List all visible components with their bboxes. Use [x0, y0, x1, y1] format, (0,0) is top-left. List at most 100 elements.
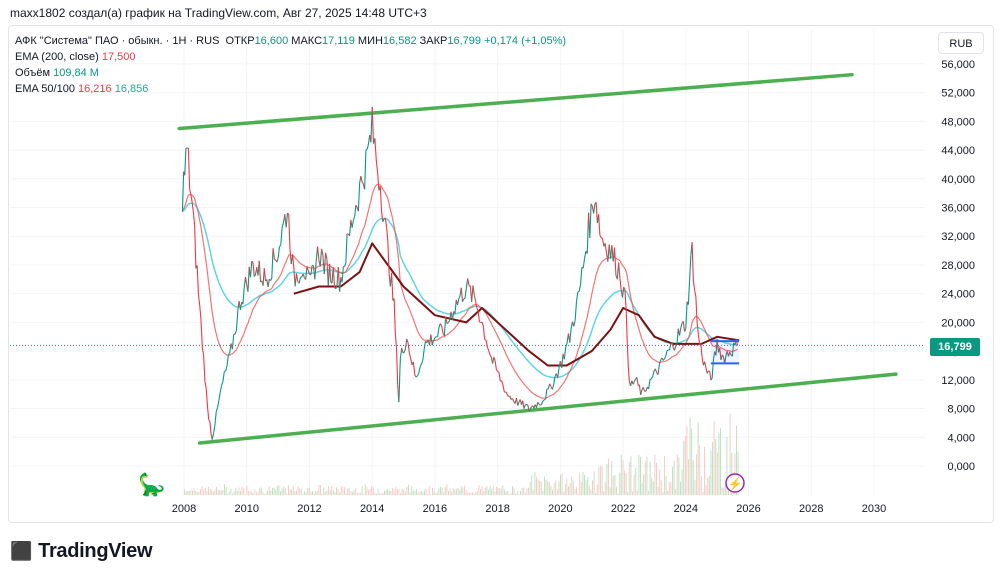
- ema200-line: [293, 242, 740, 367]
- price-segment: [671, 342, 674, 349]
- price-segment: [479, 321, 482, 324]
- volume-bar: [395, 486, 397, 495]
- volume-bar: [304, 491, 305, 495]
- volume-bar: [308, 488, 310, 495]
- brand-name: TradingView: [38, 540, 153, 562]
- volume-bar: [670, 482, 672, 495]
- price-segment: [395, 347, 399, 385]
- volume-bar: [460, 486, 462, 495]
- volume-bar: [529, 482, 531, 495]
- price-segment: [701, 357, 704, 366]
- price-segment: [475, 301, 478, 309]
- volume-bar: [257, 491, 259, 495]
- price-segment: [399, 347, 403, 359]
- price-segment: [502, 384, 505, 393]
- volume-bar: [680, 481, 681, 495]
- event-lightning-icon: [725, 473, 745, 493]
- price-segment: [294, 273, 298, 287]
- legend-ema200-row[interactable]: EMA (200, close) 17,500: [15, 49, 566, 65]
- volume-bar: [262, 492, 264, 495]
- price-segment: [621, 286, 625, 298]
- price-segment: [270, 277, 273, 281]
- y-tick-label: 12,000: [941, 375, 975, 387]
- price-segment: [696, 322, 699, 335]
- price-segment: [208, 419, 211, 423]
- price-segment: [412, 361, 416, 375]
- volume-bar: [636, 490, 638, 495]
- volume-bar: [388, 490, 390, 495]
- price-segment: [267, 278, 270, 287]
- price-segment: [577, 290, 580, 293]
- x-tick-label: 2024: [674, 503, 698, 515]
- volume-bar: [507, 490, 509, 495]
- volume-bar: [432, 487, 433, 495]
- volume-bar: [595, 493, 597, 495]
- volume-bar: [644, 461, 646, 495]
- y-tick-label: 48,000: [941, 116, 975, 128]
- price-segment: [664, 356, 667, 360]
- volume-bar: [475, 491, 477, 495]
- volume-bar: [211, 489, 213, 495]
- legend-volume-row[interactable]: Объём 109,84 M: [15, 65, 566, 81]
- volume-bar: [272, 487, 273, 495]
- price-segment: [446, 322, 449, 325]
- tradingview-logo[interactable]: ⬛ TradingView: [10, 540, 153, 563]
- currency-button[interactable]: RUB: [938, 32, 984, 54]
- price-segment: [563, 346, 567, 360]
- price-segment: [337, 267, 341, 292]
- price-segment: [226, 354, 229, 366]
- volume-bar: [416, 489, 417, 495]
- price-segment: [410, 358, 413, 366]
- volume-bar: [496, 486, 497, 495]
- volume-bar: [510, 492, 512, 495]
- volume-bar: [292, 486, 294, 495]
- volume-bar: [201, 486, 203, 495]
- price-segment: [527, 404, 530, 411]
- legend-ema50100-row[interactable]: EMA 50/100 16,216 16,856: [15, 81, 566, 97]
- price-segment: [365, 148, 368, 151]
- volume-bar: [694, 480, 696, 495]
- price-segment: [434, 336, 437, 339]
- price-segment: [535, 402, 539, 408]
- volume-bar: [244, 494, 246, 495]
- price-segment: [488, 350, 491, 356]
- y-tick-label: 28,000: [941, 260, 975, 272]
- price-segment: [209, 421, 212, 434]
- volume-bar: [185, 491, 187, 495]
- volume-bar: [489, 485, 491, 495]
- volume-bar: [539, 481, 541, 495]
- volume-bar: [353, 490, 355, 495]
- price-segment: [258, 260, 262, 282]
- price-segment: [291, 254, 295, 268]
- volume-bar: [260, 487, 262, 495]
- volume-bar: [556, 489, 558, 495]
- volume-bar: [640, 456, 641, 495]
- volume-bar: [502, 485, 504, 495]
- symbol-title[interactable]: АФК "Система" ПАО · обыкн. · 1Н · RUS: [15, 35, 220, 47]
- price-segment: [680, 323, 683, 329]
- price-segment: [579, 267, 583, 285]
- close-value: 16,799: [447, 35, 482, 47]
- volume-bar: [312, 491, 313, 495]
- volume-bar: [241, 486, 243, 495]
- price-segment: [398, 389, 400, 403]
- volume-bar: [667, 490, 669, 495]
- volume-bar: [465, 489, 467, 495]
- volume-bar: [521, 487, 523, 495]
- price-segment: [589, 203, 592, 238]
- price-segment: [601, 238, 605, 247]
- volume-bar: [467, 492, 469, 495]
- price-segment: [190, 194, 193, 203]
- volume-bar: [561, 473, 563, 495]
- lightning-icon: ⚡: [728, 477, 743, 491]
- price-segment: [300, 276, 303, 278]
- volume-bar: [481, 486, 483, 495]
- volume-bar: [208, 486, 209, 495]
- volume-bar: [249, 491, 251, 495]
- price-segment: [311, 264, 314, 267]
- volume-bar: [332, 490, 334, 495]
- volume-bar: [209, 489, 211, 495]
- price-segment: [665, 350, 668, 357]
- price-segment: [522, 400, 525, 409]
